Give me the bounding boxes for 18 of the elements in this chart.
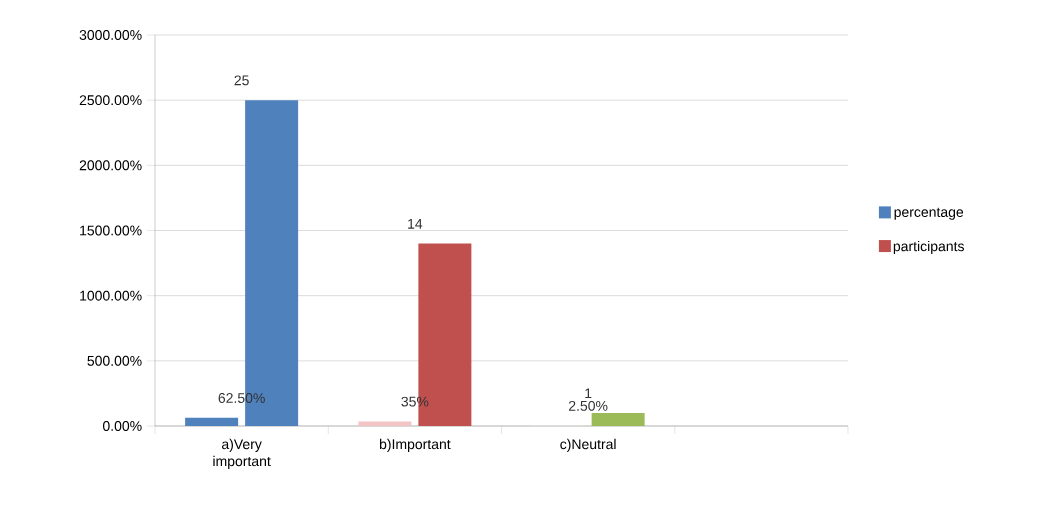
y-tick-label: 2500.00% xyxy=(79,95,142,106)
y-tick-label: 500.00% xyxy=(87,355,142,366)
data-label: 1 xyxy=(585,388,592,399)
data-label: 25 xyxy=(234,75,249,86)
x-tick-label: a)Very important xyxy=(213,438,271,469)
legend-label: participants xyxy=(893,240,964,254)
y-tick-label: 1500.00% xyxy=(80,225,142,236)
legend-label: percentage xyxy=(894,207,964,220)
y-tick-label: 0.00% xyxy=(102,421,142,431)
bar xyxy=(591,412,645,426)
bar xyxy=(358,421,412,426)
y-tick-label: 2000.00% xyxy=(79,160,142,171)
y-tick-label: 1000.00% xyxy=(80,290,142,301)
x-tick-label: b)Important xyxy=(379,438,451,452)
x-tick-label: c)Neutral xyxy=(560,438,616,452)
y-tick-label: 3000.00% xyxy=(79,30,142,40)
data-label: 14 xyxy=(408,219,423,229)
data-label: 2.50% xyxy=(568,400,608,411)
